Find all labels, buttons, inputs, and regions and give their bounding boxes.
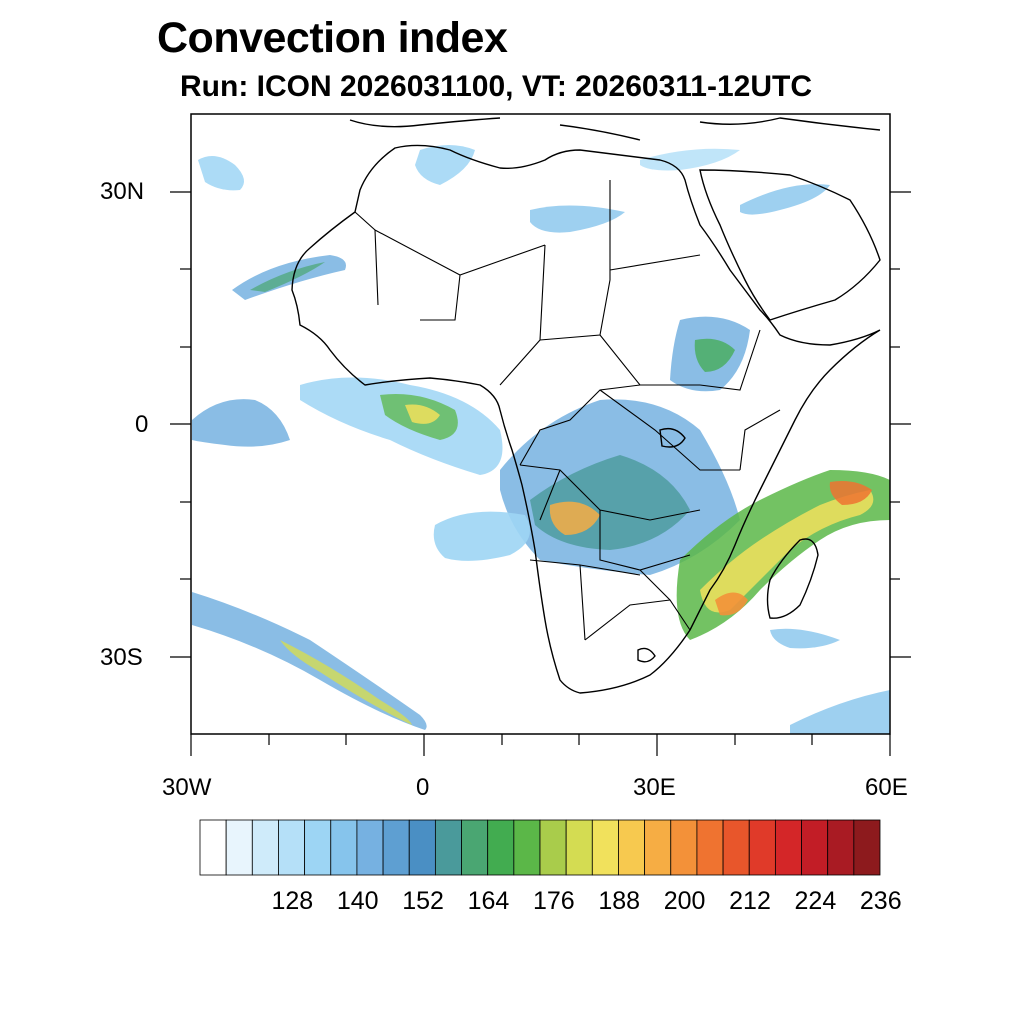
plume-ethiopia-core	[694, 338, 735, 372]
colorbar-tick-label: 164	[467, 887, 510, 915]
plume-libya	[415, 145, 475, 185]
lat-label-30n: 30N	[100, 178, 145, 205]
colorbar-swatch	[670, 819, 698, 876]
colorbar-tick-label: 176	[532, 887, 575, 915]
lon-label-0: 0	[416, 774, 430, 801]
colorbar-swatch	[748, 819, 776, 876]
colorbar-tick-label: 224	[794, 887, 837, 915]
colorbar-swatch	[225, 819, 253, 876]
colorbar-tick-label: 188	[598, 887, 641, 915]
plume-indian-core	[829, 481, 872, 505]
colorbar-tick-label: 236	[859, 887, 902, 915]
colorbar-swatch	[539, 819, 567, 876]
colorbar-swatch	[356, 819, 384, 876]
colorbar-swatch	[722, 819, 750, 876]
plume-arabia	[740, 184, 830, 215]
lesotho	[637, 647, 656, 663]
colorbar-swatch	[853, 819, 881, 876]
plume-gulf-hot	[405, 404, 440, 424]
plume-mediterranean	[640, 148, 740, 171]
plume-gulf-of-guinea	[300, 377, 503, 475]
colorbar-tick-label: 212	[729, 887, 771, 915]
colorbar-swatch	[696, 819, 724, 876]
national-borders	[354, 180, 781, 641]
plume-madagascar-south	[770, 628, 840, 649]
colorbar-swatch	[434, 819, 462, 876]
colorbar-swatch	[774, 819, 802, 876]
colorbar-tick-label: 152	[402, 887, 444, 915]
colorbar-swatch	[461, 819, 489, 876]
lon-label-30w: 30W	[162, 774, 212, 801]
map-title: Convection index	[157, 14, 508, 62]
lake-victoria	[659, 427, 686, 448]
colorbar-swatch	[513, 819, 541, 876]
colorbar-swatch	[199, 819, 227, 876]
colorbar-swatch	[278, 819, 306, 876]
colorbar-swatch	[618, 819, 646, 876]
colorbar-tick-label: 200	[663, 887, 706, 915]
colorbar-swatch	[251, 819, 279, 876]
plume-equatorial-atlantic	[192, 399, 290, 447]
plume-mozambique-core	[715, 592, 748, 616]
africa-coastline	[291, 144, 881, 694]
lon-label-60e: 60E	[865, 774, 908, 801]
lat-label-0: 0	[135, 411, 149, 438]
plume-mozambique-hot	[700, 490, 874, 613]
lon-label-30e: 30E	[633, 774, 676, 801]
colorbar-swatch	[382, 819, 410, 876]
plume-streak-core	[280, 640, 412, 725]
colorbar-swatch	[591, 819, 619, 876]
colorbar-swatch	[801, 819, 829, 876]
colorbar-swatch	[330, 819, 358, 876]
arabia-coastline	[699, 169, 881, 321]
colorbar-swatch	[644, 819, 672, 876]
europe-coastline	[349, 117, 881, 141]
run-subtitle: Run: ICON 2026031100, VT: 20260311-12UTC	[180, 70, 813, 103]
colorbar-tick-label: 128	[271, 887, 314, 915]
colorbar-tick-label: 140	[336, 887, 379, 915]
colorbar-swatch	[487, 819, 515, 876]
lat-label-30s: 30S	[100, 644, 143, 671]
colorbar	[199, 819, 881, 876]
madagascar-coastline	[766, 538, 819, 619]
colorbar-swatch	[408, 819, 436, 876]
coastlines-and-borders	[291, 117, 881, 694]
colorbar-swatch	[565, 819, 593, 876]
axis-ticks	[170, 191, 911, 756]
plume-morocco-core	[250, 262, 325, 292]
plume-southeast-corner	[790, 690, 890, 734]
plume-egypt	[530, 205, 625, 233]
plume-angola-hot	[549, 501, 600, 535]
colorbar-swatch	[304, 819, 332, 876]
colorbar-swatch	[827, 819, 855, 876]
plume-swirl-angola	[433, 511, 530, 561]
plume-north-atlantic	[198, 156, 244, 191]
